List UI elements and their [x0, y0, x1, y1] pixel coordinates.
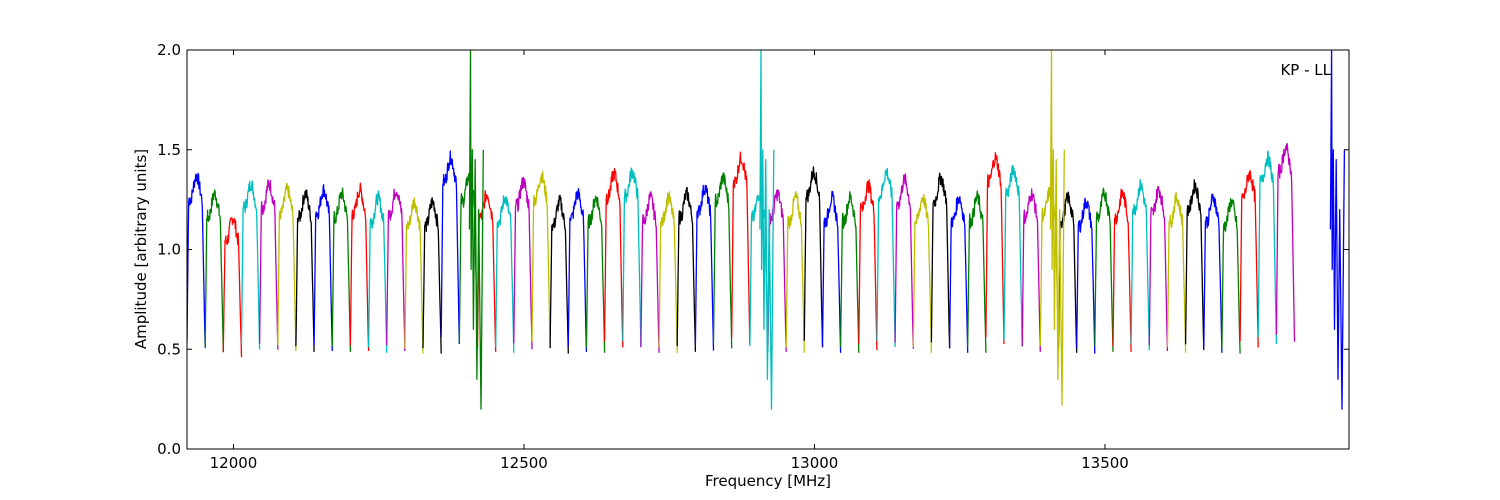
x-tick-label: 12000	[210, 454, 258, 472]
spectral-window-40	[894, 173, 914, 349]
spectral-window-37	[839, 191, 860, 353]
spike-artifact-1	[468, 50, 484, 410]
spectral-window-17	[476, 189, 497, 352]
spectral-window-38	[858, 179, 878, 351]
spectral-window-7	[295, 189, 315, 352]
spectral-window-25	[622, 167, 642, 348]
spectral-window-5	[258, 179, 279, 350]
spectral-window-10	[349, 182, 370, 352]
y-axis-ticks: 0.0 0.5 1.0 1.5 2.0	[157, 41, 1349, 458]
spectral-window-1	[187, 172, 206, 348]
x-tick-label: 12500	[500, 454, 548, 472]
spectral-window-44	[967, 190, 987, 353]
x-tick-label: 13000	[791, 454, 839, 472]
spectral-window-23	[585, 195, 606, 353]
y-tick-label: 2.0	[157, 41, 181, 59]
y-axis-label: Amplitude [arbitrary units]	[132, 149, 150, 349]
spectral-window-18	[495, 195, 515, 353]
spectral-window-42	[930, 172, 951, 349]
spectral-window-36	[821, 190, 842, 353]
spectral-window-53	[1130, 178, 1150, 351]
spectral-window-58	[1221, 198, 1241, 354]
y-tick-label: 1.0	[157, 241, 181, 259]
plot-frame	[186, 49, 1350, 450]
spectral-window-26	[640, 191, 660, 353]
spectral-window-20	[531, 170, 551, 348]
spectral-window-24	[603, 167, 624, 348]
spectral-window-27	[658, 191, 678, 353]
spectral-window-55	[1166, 191, 1187, 353]
y-tick-label: 0.0	[157, 440, 181, 458]
spectral-window-51	[1094, 187, 1114, 352]
spectral-window-54	[1148, 185, 1169, 352]
x-axis-label: Frequency [MHz]	[705, 472, 831, 490]
spectral-window-60	[1257, 150, 1278, 345]
spike-artifact-3	[1049, 50, 1065, 406]
spectral-window-45	[985, 151, 1005, 345]
spectral-window-30	[712, 172, 733, 349]
spectral-window-19	[513, 176, 533, 350]
spectral-window-43	[948, 196, 969, 353]
spectral-window-56	[1184, 179, 1205, 351]
spectral-window-52	[1112, 188, 1132, 352]
spectral-window-33	[767, 189, 787, 352]
spectral-window-59	[1239, 169, 1259, 348]
spectral-window-28	[676, 186, 697, 352]
spectral-window-34	[785, 191, 805, 353]
spectral-window-31	[731, 151, 751, 345]
spectral-window-2	[204, 189, 224, 352]
y-tick-label: 0.5	[157, 340, 181, 358]
spectral-window-4	[240, 180, 261, 350]
spectral-window-61	[1275, 142, 1296, 342]
spectral-window-22	[567, 188, 588, 352]
spike-artifact-2	[759, 50, 775, 410]
spectral-window-46	[1003, 165, 1023, 347]
x-tick-label: 13500	[1081, 454, 1129, 472]
spectral-window-47	[1021, 188, 1041, 352]
spectral-window-12	[386, 188, 406, 352]
spectral-window-9	[331, 187, 352, 352]
spectral-window-15	[440, 150, 460, 345]
spectral-window-39	[876, 167, 896, 348]
spectral-window-8	[313, 184, 333, 352]
spectral-window-49	[1057, 191, 1078, 353]
spectral-window-21	[549, 194, 569, 354]
spectral-window-13	[404, 197, 424, 354]
spectral-window-29	[694, 184, 715, 351]
spectral-window-50	[1076, 197, 1096, 354]
baseline-annotation: KP - LL	[1280, 61, 1331, 79]
spectral-window-3	[222, 217, 243, 358]
spectral-window-14	[422, 197, 442, 354]
spectral-window-41	[912, 193, 933, 353]
y-tick-label: 1.5	[157, 141, 181, 159]
series-layer	[187, 50, 1346, 410]
spectral-window-57	[1203, 193, 1223, 353]
spectral-window-11	[367, 190, 388, 353]
spike-artifact-4	[1329, 50, 1346, 410]
spectral-window-35	[803, 166, 824, 348]
x-axis-ticks: 12000 12500 13000 13500	[210, 50, 1129, 472]
spectral-window-6	[277, 182, 297, 352]
